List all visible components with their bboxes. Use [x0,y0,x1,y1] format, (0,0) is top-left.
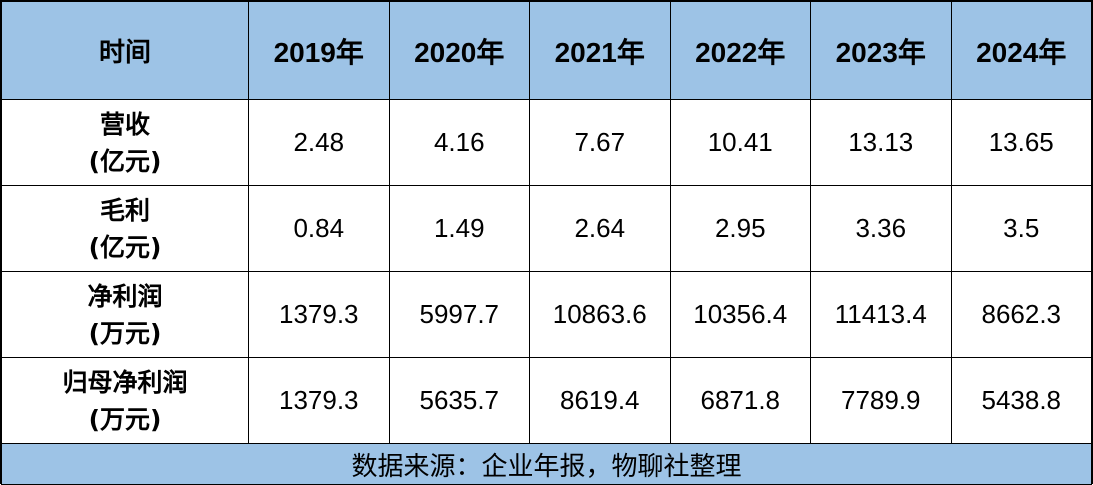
footer-row: 数据来源：企业年报，物聊社整理 [1,443,1092,485]
table-row-revenue: 营收 (亿元) 2.48 4.16 7.67 10.41 13.13 13.65 [1,99,1092,186]
header-row: 时间 2019年 2020年 2021年 2022年 2023年 2024年 [1,1,1092,100]
header-year-2019: 2019年 [248,1,390,100]
row-label-gross-profit: 毛利 (亿元) [1,185,249,272]
table-cell: 2.48 [248,99,390,186]
table-cell: 11413.4 [810,271,952,358]
row-label-unit: (亿元) [88,146,162,176]
table-cell: 7789.9 [810,357,952,444]
row-label-name: 营收 [99,109,150,139]
table-cell: 10.41 [669,99,811,186]
table-cell: 13.65 [950,99,1092,186]
table-row-net-profit: 净利润 (万元) 1379.3 5997.7 10863.6 10356.4 1… [1,271,1092,358]
table-cell: 0.84 [248,185,390,272]
header-year-2021: 2021年 [529,1,671,100]
row-label-name: 归母净利润 [62,367,188,397]
table-cell: 1.49 [388,185,530,272]
row-label-name: 净利润 [87,281,163,311]
table-cell: 3.36 [810,185,952,272]
table-cell: 1379.3 [248,271,390,358]
row-label-unit: (亿元) [88,232,162,262]
row-label-parent-net-profit: 归母净利润 (万元) [1,357,249,444]
row-label-revenue: 营收 (亿元) [1,99,249,186]
table-cell: 1379.3 [248,357,390,444]
row-label-unit: (万元) [88,318,162,348]
table-cell: 2.95 [669,185,811,272]
table-cell: 5997.7 [388,271,530,358]
row-label-net-profit: 净利润 (万元) [1,271,249,358]
table-cell: 10356.4 [669,271,811,358]
table-row-gross-profit: 毛利 (亿元) 0.84 1.49 2.64 2.95 3.36 3.5 [1,185,1092,272]
table-cell: 7.67 [529,99,671,186]
header-year-2020: 2020年 [388,1,530,100]
table-cell: 10863.6 [529,271,671,358]
table-cell: 8619.4 [529,357,671,444]
header-label: 时间 [1,1,249,100]
table-row-parent-net-profit: 归母净利润 (万元) 1379.3 5635.7 8619.4 6871.8 7… [1,357,1092,444]
table-cell: 5635.7 [388,357,530,444]
table-cell: 4.16 [388,99,530,186]
table-cell: 2.64 [529,185,671,272]
table-cell: 6871.8 [669,357,811,444]
data-source-note: 数据来源：企业年报，物聊社整理 [1,443,1092,485]
header-year-2023: 2023年 [810,1,952,100]
row-label-name: 毛利 [99,195,150,225]
header-year-2022: 2022年 [669,1,811,100]
table-cell: 3.5 [950,185,1092,272]
header-year-2024: 2024年 [950,1,1092,100]
table-cell: 8662.3 [950,271,1092,358]
table-cell: 13.13 [810,99,952,186]
table-cell: 5438.8 [950,357,1092,444]
row-label-unit: (万元) [88,404,162,434]
